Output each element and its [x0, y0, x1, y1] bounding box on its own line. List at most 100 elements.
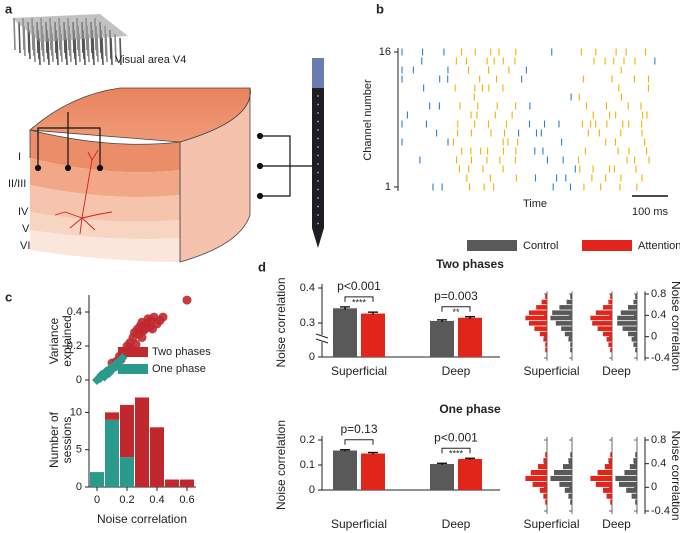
- probe-contact: [317, 95, 319, 97]
- legend-swatch: [467, 240, 517, 251]
- histogram-bar: [536, 305, 547, 310]
- legend-swatch: [582, 240, 632, 251]
- probe-contact: [317, 205, 319, 208]
- histogram-bar: [635, 347, 637, 353]
- histogram-bar: [610, 294, 612, 299]
- x-tick-label: 0.4: [149, 494, 164, 506]
- histogram-bar: [615, 475, 637, 482]
- x-tick-label: Superficial: [523, 364, 579, 378]
- x-tick-label: Deep: [442, 517, 471, 531]
- histogram-bar: [610, 499, 612, 505]
- shank: [47, 37, 50, 66]
- layer-label: II/III: [8, 178, 26, 190]
- bar: [333, 450, 357, 490]
- histogram-bar: [532, 481, 547, 487]
- chart-title: One phase: [439, 402, 501, 416]
- y-tick-label: 0.8: [651, 434, 666, 446]
- histogram-bar: [633, 342, 637, 347]
- histogram-bar: [561, 326, 572, 331]
- shank: [74, 37, 77, 66]
- x-tick-label: 0.6: [179, 494, 194, 506]
- y-tick-label: 0.8: [651, 288, 666, 300]
- histogram-bar: [628, 331, 637, 337]
- x-tick-label: Deep: [602, 517, 631, 531]
- histogram-bar: [595, 481, 612, 487]
- bar: [180, 479, 194, 487]
- shank: [119, 37, 122, 66]
- panel-a-title: Visual area V4: [115, 54, 186, 66]
- histogram-bar: [628, 305, 637, 310]
- shank: [13, 17, 16, 51]
- histogram-bar: [534, 326, 547, 331]
- bar: [458, 317, 482, 357]
- layer-label: V: [22, 223, 30, 235]
- bar: [120, 404, 134, 458]
- y-axis-label: Noise correlation: [669, 281, 680, 371]
- x-tick-label: Superficial: [523, 517, 579, 531]
- axis-break: [315, 333, 329, 344]
- histogram-bar: [555, 321, 572, 326]
- y-tick-label: 0.1: [300, 459, 315, 471]
- neuron: [54, 149, 113, 235]
- legend-swatch: [118, 364, 148, 374]
- histogram-bar: [608, 458, 612, 464]
- significance-bracket: [344, 296, 374, 302]
- significance-bracket: [441, 306, 471, 312]
- shank: [38, 37, 41, 66]
- histogram-bar: [590, 315, 612, 321]
- y-tick-label: 0.4: [651, 309, 666, 321]
- y-axis-label: Noise correlation: [274, 277, 288, 367]
- y-tick-label: 0: [309, 351, 315, 363]
- y-tick-label: 0.2: [67, 340, 82, 352]
- y-tick-label: 0: [309, 484, 315, 496]
- histogram-bar: [568, 493, 572, 499]
- bar: [430, 320, 454, 357]
- y-axis-label: Noise correlation: [669, 430, 680, 520]
- significance-bracket: [344, 439, 374, 445]
- histogram-bar: [604, 464, 612, 470]
- histogram-bar: [610, 347, 612, 353]
- shank: [110, 37, 113, 66]
- bar: [361, 453, 385, 490]
- legend-label: Two phases: [152, 346, 211, 358]
- bar: [105, 419, 119, 487]
- histogram-bar: [530, 469, 547, 476]
- legend-label: Control: [523, 240, 558, 252]
- y-axis-label: Variance: [47, 317, 61, 364]
- histogram-bar: [570, 347, 572, 353]
- layer-label: VI: [20, 240, 30, 252]
- histogram-bar: [545, 294, 547, 299]
- scale-bar-label: 100 ms: [632, 206, 669, 218]
- histogram-bar: [550, 475, 572, 482]
- probe-contact: [317, 163, 319, 165]
- y-tick-label: 5: [76, 444, 82, 456]
- y-tick-label: 16: [379, 46, 391, 58]
- probe-contact: [317, 171, 319, 174]
- panel-label: c: [5, 289, 12, 304]
- x-tick-label: 0.2: [119, 494, 134, 506]
- probe-contact: [317, 120, 319, 123]
- histogram-bar: [525, 315, 547, 321]
- histogram-bar: [570, 294, 572, 299]
- histogram-bar: [529, 321, 547, 326]
- histogram-bar: [538, 464, 547, 470]
- y-tick-label: 0: [651, 331, 657, 343]
- histogram-bar: [545, 342, 547, 347]
- x-tick-label: Deep: [442, 364, 471, 378]
- probe-contact: [317, 222, 319, 225]
- histogram-bar: [606, 493, 612, 499]
- bar: [333, 308, 357, 357]
- panel-label: d: [258, 259, 266, 274]
- significance-stars: ****: [449, 449, 464, 459]
- histogram-bar: [552, 310, 572, 315]
- histogram-bar: [570, 342, 572, 347]
- probe-contact: [317, 137, 319, 140]
- legend-swatch: [118, 347, 148, 357]
- p-value: p<0.001: [434, 430, 478, 444]
- shank: [23, 25, 26, 57]
- y-tick-label: 0.2: [300, 434, 315, 446]
- point: [137, 333, 147, 342]
- probe: [312, 58, 324, 248]
- histogram-bar: [529, 310, 547, 315]
